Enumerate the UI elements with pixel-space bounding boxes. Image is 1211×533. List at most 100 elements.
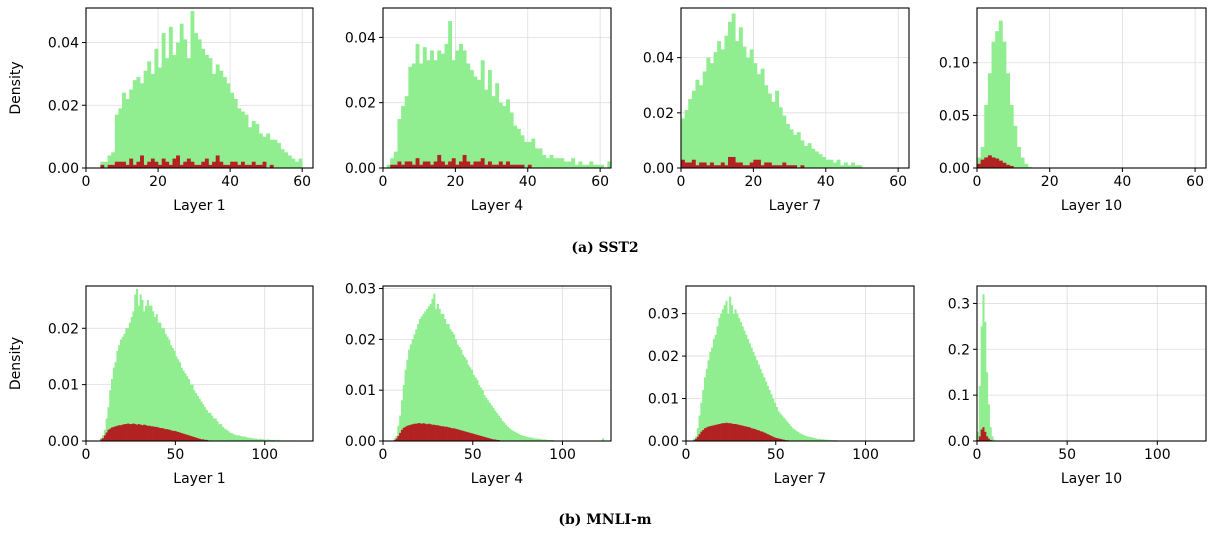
bar-all xyxy=(165,58,170,169)
bar-selected xyxy=(734,424,737,441)
histogram-panel-7: 0 50 100 0.00 0.01 0.02 0.03 Layer 7 xyxy=(648,285,915,487)
bar-selected xyxy=(148,425,151,441)
bar-all xyxy=(750,347,753,441)
bar-all xyxy=(437,50,442,169)
x-tick-label: 20 xyxy=(744,174,762,190)
bar-all xyxy=(451,331,454,441)
bar-all xyxy=(767,93,772,168)
bar-all xyxy=(266,439,269,441)
bar-all xyxy=(251,120,256,168)
bar-all xyxy=(728,21,732,168)
bar-all xyxy=(688,99,693,168)
bar-all xyxy=(785,123,790,168)
bar-selected xyxy=(718,424,721,441)
bar-selected xyxy=(103,435,106,441)
bar-selected xyxy=(447,427,450,441)
y-tick-label: 0.01 xyxy=(345,383,376,399)
bar-selected xyxy=(141,425,144,441)
bar-all xyxy=(280,149,285,168)
bar-all xyxy=(788,424,791,441)
bar-all xyxy=(818,154,823,168)
bar-selected xyxy=(440,426,443,441)
bar-selected xyxy=(980,159,985,168)
bar-selected xyxy=(766,434,769,441)
bar-all xyxy=(431,298,434,441)
bar-all xyxy=(982,294,985,441)
bar-all xyxy=(549,154,554,168)
bar-all xyxy=(386,164,391,168)
bar-all xyxy=(470,369,474,441)
bar-all xyxy=(702,71,707,168)
bar-selected xyxy=(527,164,532,168)
bar-selected xyxy=(709,162,714,168)
bar-all xyxy=(509,112,514,168)
bar-all xyxy=(123,333,126,441)
bar-selected xyxy=(415,158,420,168)
bar-all xyxy=(804,435,807,441)
bar-selected xyxy=(136,424,139,441)
bar-all xyxy=(141,300,144,441)
bar-selected xyxy=(175,431,178,441)
bar-selected xyxy=(431,424,434,441)
bar-selected xyxy=(474,434,477,441)
bar-all xyxy=(772,398,775,441)
bar-all xyxy=(252,438,255,441)
bar-all xyxy=(703,377,707,441)
x-tick-label: 40 xyxy=(221,174,239,190)
bar-selected xyxy=(194,164,198,168)
bar-selected xyxy=(506,161,510,168)
bar-all xyxy=(184,373,187,441)
bar-all xyxy=(430,50,434,169)
bar-all xyxy=(735,41,740,168)
bar-selected xyxy=(760,165,765,168)
bar-selected xyxy=(458,429,461,441)
bar-all xyxy=(487,70,492,168)
bar-selected xyxy=(408,425,411,441)
axes-frame xyxy=(85,285,314,442)
bar-all xyxy=(695,79,700,168)
bar-selected xyxy=(433,161,438,168)
bar-all xyxy=(222,77,227,168)
x-axis-label: Layer 1 xyxy=(173,198,225,214)
bar-all xyxy=(211,415,214,441)
bar-selected xyxy=(991,157,996,168)
bar-all xyxy=(814,151,819,168)
bar-all xyxy=(399,415,402,441)
bar-selected xyxy=(161,428,164,441)
bar-all xyxy=(530,437,533,441)
bar-all xyxy=(538,148,543,168)
bar-all xyxy=(190,11,195,169)
bar-all xyxy=(717,41,722,168)
bar-selected xyxy=(681,159,685,168)
bar-all xyxy=(111,152,116,168)
bar-selected xyxy=(741,425,744,441)
bar-selected xyxy=(451,428,454,441)
bar-all xyxy=(287,155,292,168)
bar-all xyxy=(136,288,139,441)
bar-selected xyxy=(125,424,128,441)
bar-selected xyxy=(427,423,430,441)
y-tick-label: 0.3 xyxy=(948,296,970,312)
bar-selected xyxy=(195,437,198,441)
bar-all xyxy=(1002,41,1007,168)
bar-all xyxy=(729,296,732,441)
bar-all xyxy=(460,349,463,441)
bar-selected xyxy=(200,439,203,441)
bar-selected xyxy=(424,423,427,441)
bar-selected xyxy=(157,427,160,441)
bar-all xyxy=(528,437,531,441)
bar-all xyxy=(236,435,239,441)
bar-all xyxy=(1009,104,1014,168)
bar-all xyxy=(436,303,439,441)
bar-all xyxy=(515,432,518,441)
bar-all xyxy=(991,41,996,168)
bar-all xyxy=(444,43,449,168)
bar-all xyxy=(806,436,809,441)
y-tick-label: 0.00 xyxy=(48,434,79,450)
bar-all xyxy=(186,376,189,441)
bar-selected xyxy=(516,164,521,168)
bar-all xyxy=(825,159,830,168)
bar-selected xyxy=(203,439,207,441)
bar-selected xyxy=(460,430,463,441)
bar-all xyxy=(681,118,685,168)
